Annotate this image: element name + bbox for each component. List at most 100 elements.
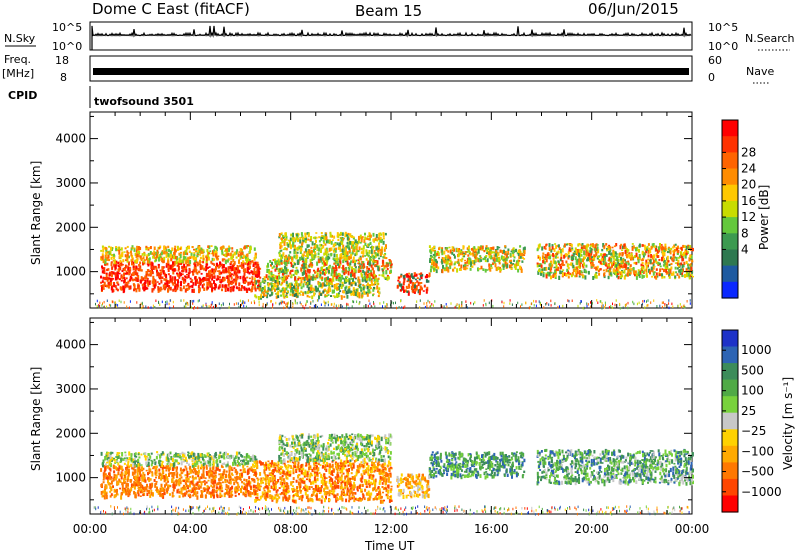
scatter-cell [149,251,152,255]
scatter-cell [689,302,691,305]
scatter-cell [233,261,236,265]
scatter-cell [172,481,175,486]
scatter-cell [670,262,673,266]
scatter-cell [280,262,283,265]
scatter-cell [370,256,372,258]
scatter-cell [333,289,335,294]
scatter-cell [227,287,229,292]
scatter-cell [601,302,603,305]
scatter-cell [114,262,117,265]
scatter-cell [208,270,210,274]
scatter-cell [310,236,313,240]
scatter-cell [241,266,244,269]
scatter-cell [203,480,206,483]
scatter-cell [348,306,350,310]
scatter-cell [162,258,165,263]
scatter-cell [679,270,682,275]
scatter-cell [602,243,605,248]
scatter-cell [224,253,227,257]
scatter-cell [332,257,335,260]
nsky-panel [89,21,693,51]
scatter-cell [242,464,245,469]
scatter-cell [200,250,202,254]
scatter-cell [538,300,540,303]
scatter-cell [647,258,650,261]
scatter-cell [207,266,209,269]
scatter-cell [515,248,517,253]
scatter-cell [323,241,325,244]
scatter-cell [225,473,227,479]
scatter-cell [483,299,485,302]
scatter-cell [248,467,251,471]
scatter-cell [148,469,151,474]
scatter-cell [292,241,295,245]
scatter-cell [196,261,199,265]
scatter-cell [232,288,235,292]
scatter-cell [627,260,630,263]
scatter-cell [165,265,168,268]
scatter-cell [173,262,176,267]
scatter-cell [297,238,299,242]
scatter-cell [145,255,148,261]
scatter-cell [270,300,272,303]
scatter-cell [467,247,470,253]
scatter-cell [188,285,190,290]
scatter-cell [107,282,110,285]
scatter-cell [208,272,211,277]
scatter-cell [355,241,357,245]
scatter-cell [231,273,234,275]
scatter-cell [216,466,219,471]
scatter-cell [115,305,117,308]
scatter-cell [126,259,129,263]
scatter-cell [214,479,217,484]
scatter-cell [267,287,270,291]
scatter-cell [233,266,236,272]
scatter-cell [246,471,249,476]
scatter-cell [618,267,621,270]
scatter-cell [128,272,131,276]
scatter-cell [472,260,475,264]
scatter-cell [528,306,530,310]
scatter-cell [211,278,214,281]
scatter-cell [383,256,386,259]
scatter-cell [199,266,202,271]
scatter-cell [187,274,190,279]
scatter-cell [165,488,168,492]
scatter-cell [167,245,170,249]
scatter-cell [368,232,371,235]
scatter-cell [575,259,578,263]
scatter-cell [509,253,512,257]
scatter-cell [262,278,265,280]
scatter-cell [376,254,379,256]
scatter-cell [366,292,369,297]
scatter-cell [126,305,128,308]
scatter-cell [192,467,195,471]
scatter-cell [111,266,114,270]
scatter-cell [281,282,284,285]
scatter-cell [614,264,616,268]
scatter-cell [185,484,188,488]
scatter-cell [310,284,313,288]
scatter-cell [559,305,560,308]
scatter-cell [678,255,681,259]
scatter-cell [193,267,196,273]
scatter-cell [342,259,345,264]
scatter-cell [232,478,235,481]
scatter-cell [637,269,640,272]
scatter-cell [401,285,404,290]
scatter-cell [343,295,346,298]
scatter-cell [177,269,180,272]
scatter-cell [144,285,147,290]
scatter-cell [652,243,655,247]
scatter-cell [180,476,183,479]
scatter-cell [471,265,474,268]
scatter-cell [228,469,231,474]
scatter-cell [383,301,385,304]
scatter-cell [635,275,638,280]
scatter-cell [250,270,253,274]
scatter-cell [677,245,679,249]
scatter-cell [634,270,637,274]
scatter-cell [542,258,545,262]
scatter-cell [664,247,666,251]
scatter-cell [360,239,363,243]
